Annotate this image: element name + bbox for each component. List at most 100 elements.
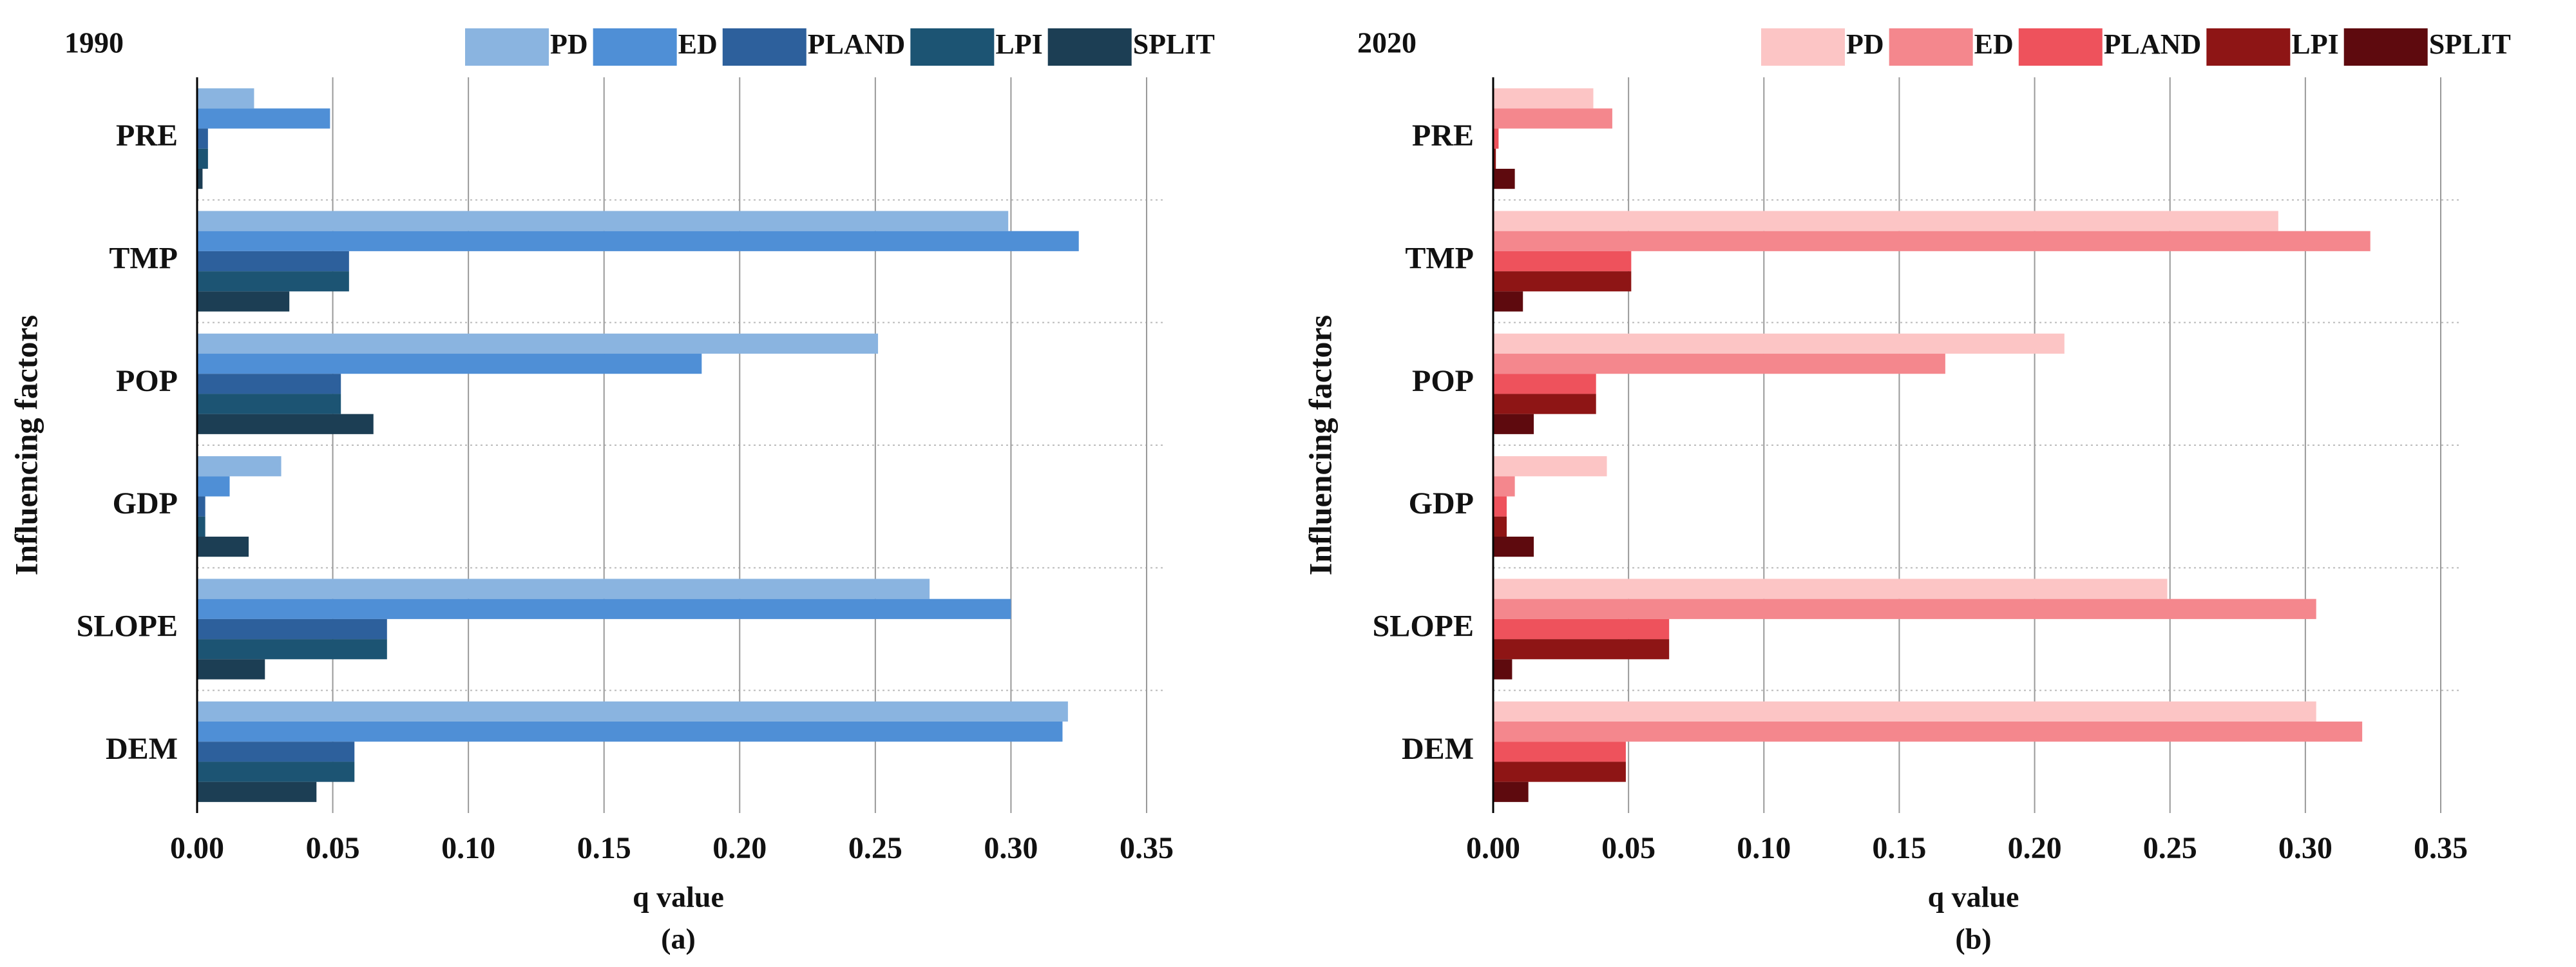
bar (1493, 148, 1496, 169)
bar (1493, 701, 2316, 722)
x-tick-label: 0.05 (1601, 831, 1655, 865)
x-tick-label: 0.05 (306, 831, 360, 865)
bar (197, 128, 208, 149)
x-tick-label: 0.35 (1120, 831, 1174, 865)
bar (1493, 496, 1507, 517)
y-tick-label: TMP (1405, 242, 1474, 276)
legend-swatch (593, 28, 677, 66)
panel-caption: (a) (661, 923, 696, 955)
y-tick-label: GDP (1409, 486, 1474, 521)
legend-swatch (1047, 28, 1132, 66)
bar (197, 516, 205, 537)
x-tick-label: 0.15 (577, 831, 631, 865)
y-tick-label: SLOPE (77, 609, 178, 644)
bar (1493, 639, 1670, 660)
x-tick-label: 0.15 (1872, 831, 1926, 865)
bar (1493, 251, 1632, 272)
x-tick-label: 0.10 (441, 831, 495, 865)
legend-swatch (910, 28, 995, 66)
y-tick-label: DEM (106, 732, 178, 766)
x-axis-label: q value (633, 881, 724, 914)
bar (1493, 598, 2316, 619)
x-axis-label: q value (1928, 881, 2019, 914)
bar (1493, 414, 1534, 434)
bar (1493, 618, 1670, 640)
legend-swatch (2018, 28, 2103, 66)
bar (1493, 579, 2168, 599)
legend-label: SPLIT (2429, 28, 2511, 60)
bar (197, 598, 1011, 619)
bar (197, 291, 290, 312)
bar (1493, 659, 1512, 680)
bar (197, 536, 249, 557)
legend-label: ED (678, 28, 718, 60)
bar (1493, 742, 1626, 762)
legend-label: PLAND (2104, 28, 2202, 60)
legend-swatch (1761, 28, 1845, 66)
bar (197, 761, 355, 782)
bar (1493, 128, 1499, 149)
bar (197, 659, 265, 680)
legend-label: PD (550, 28, 588, 60)
bar (1493, 231, 2371, 251)
bar (197, 414, 374, 434)
legend-swatch (1889, 28, 1973, 66)
y-axis-label: Influencing factors (8, 315, 44, 575)
legend-swatch (722, 28, 806, 66)
chart-title: 1990 (64, 26, 124, 59)
chart-title: 2020 (1357, 26, 1417, 59)
bar (1493, 291, 1523, 312)
y-tick-label: SLOPE (1373, 609, 1474, 644)
y-tick-label: POP (116, 364, 178, 398)
y-axis-label: Influencing factors (1302, 315, 1338, 575)
bar (197, 354, 702, 374)
bar (197, 722, 1063, 742)
x-tick-label: 0.30 (984, 831, 1038, 865)
x-tick-label: 0.30 (2278, 831, 2333, 865)
bar (1493, 333, 2065, 354)
x-tick-label: 0.20 (712, 831, 767, 865)
x-tick-label: 0.25 (2143, 831, 2197, 865)
bar (1493, 761, 1626, 782)
legend-swatch (2343, 28, 2428, 66)
bar (1493, 211, 2278, 231)
bar (197, 231, 1079, 251)
bar (1493, 536, 1534, 557)
panel-caption: (b) (1955, 923, 1991, 955)
bar (1493, 168, 1515, 189)
legend-label: ED (1974, 28, 2014, 60)
y-tick-label: POP (1412, 364, 1474, 398)
legend-swatch (465, 28, 549, 66)
bar (1493, 722, 2363, 742)
bar (197, 374, 341, 394)
x-tick-label: 0.00 (170, 831, 224, 865)
bar (1493, 476, 1515, 497)
bar (197, 108, 330, 129)
legend-label: PD (1846, 28, 1884, 60)
bar (197, 701, 1068, 722)
bar (197, 618, 387, 640)
bar (197, 211, 1009, 231)
legend-label: LPI (995, 28, 1042, 60)
bar (197, 394, 341, 414)
bar (197, 579, 930, 599)
bar (197, 333, 879, 354)
bar (1493, 374, 1596, 394)
bar (1493, 456, 1607, 477)
bar (1493, 516, 1507, 537)
y-tick-label: PRE (1412, 119, 1474, 153)
bar (197, 148, 208, 169)
bar (197, 496, 205, 517)
bar (1493, 354, 1945, 374)
legend-swatch (2206, 28, 2291, 66)
bar (1493, 271, 1632, 292)
x-tick-label: 0.20 (2008, 831, 2062, 865)
y-tick-label: DEM (1402, 732, 1474, 766)
x-tick-label: 0.25 (848, 831, 902, 865)
bar (1493, 108, 1612, 129)
bar (1493, 88, 1594, 109)
bar (197, 456, 281, 477)
bar (197, 251, 349, 272)
legend-label: SPLIT (1133, 28, 1215, 60)
x-tick-label: 0.00 (1466, 831, 1520, 865)
